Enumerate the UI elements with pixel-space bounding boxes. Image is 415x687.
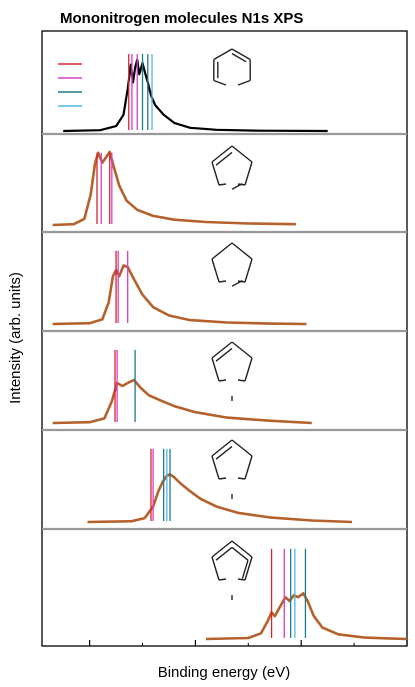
spectrum-curve [205,592,408,641]
spectrum-curve [87,473,353,524]
legend [58,63,82,107]
panel-pyridine [63,48,328,133]
structure-bond [211,455,220,480]
structure-bond [231,182,243,190]
structure-bond [218,183,227,186]
structure-bond [218,280,227,283]
structure-bond [231,48,251,61]
structure-bond [231,145,253,163]
structure-bond [211,556,220,581]
structure-bond [215,445,233,460]
structure-bond [244,258,253,283]
structure-bond [218,379,227,382]
structure-bond [211,341,233,359]
structure-bond [231,540,253,558]
panels-layer [42,48,408,641]
structure-bond [237,477,246,480]
structure-bond [215,151,233,166]
molecule-structure [211,145,253,190]
structure-bond [237,79,251,86]
structure-bond [211,540,233,558]
molecule-structure [211,242,253,287]
structure-bond [211,145,233,163]
structure-bond [244,161,253,186]
spectrum-curve [52,150,296,227]
structure-bond [231,546,249,561]
molecule-structure [211,341,253,401]
molecule-structure [211,540,253,600]
structure-bond [215,347,233,362]
structure-bond [211,357,220,382]
structure-bond [213,79,227,86]
panel-2-pyrroline [87,439,353,524]
structure-bond [211,258,220,283]
structure-bond [231,279,243,287]
spectrum-curve [52,264,307,326]
structure-bond [211,161,220,186]
molecule-structure [213,48,251,86]
structure-bond [231,53,247,63]
panel-1-pyrroline [52,242,307,326]
structure-bond [244,556,253,581]
structure-bond [218,477,227,480]
structure-bond [211,439,233,457]
y-axis-label: Intensity (arb. units) [7,272,24,404]
structure-bond [231,439,253,457]
chart-title: Mononitrogen molecules N1s XPS [60,10,303,27]
structure-bond [241,559,249,579]
spectrum-curve [63,58,328,133]
structure-bond [213,48,233,61]
x-axis [89,640,408,646]
structure-bond [244,357,253,382]
structure-bond [215,546,233,561]
spectrum-curve [52,378,312,425]
structure-bond [244,455,253,480]
x-axis-label: Binding energy (eV) [158,664,291,681]
molecule-structure [211,439,253,499]
structure-bond [218,578,227,581]
panel-3-pyrroline [52,341,312,425]
panel-2h-pyrrole [52,145,296,227]
structure-bond [237,578,246,581]
panel-1h-pyrrole [205,540,408,641]
structure-bond [231,341,253,359]
structure-bond [211,242,233,260]
structure-bond [231,242,253,260]
plot-frame [41,30,408,647]
structure-bond [237,379,246,382]
